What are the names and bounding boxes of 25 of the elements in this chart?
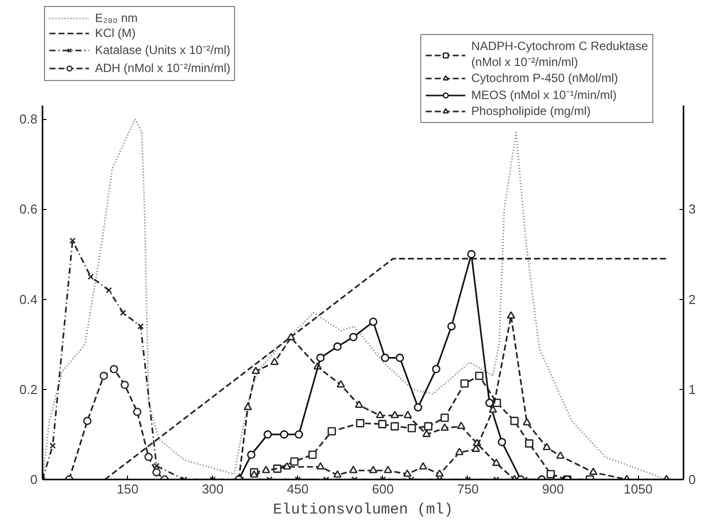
- x-tick-label: 450: [286, 482, 309, 496]
- x-tick-label: 150: [116, 482, 138, 496]
- y2-tick-label: 3: [688, 202, 696, 217]
- legend-label: Cytochrom P-450 (nMol/ml): [471, 71, 618, 85]
- y-tick-label: 0: [30, 472, 38, 487]
- x-axis-title: Elutionsvolumen (ml): [272, 502, 454, 518]
- y2-tick-label: 2: [688, 292, 696, 307]
- y-tick-label: 0.2: [19, 382, 38, 397]
- x-tick-label: 750: [457, 482, 479, 496]
- legend-label: KCl (M): [95, 26, 136, 40]
- legend-label: E₂₈₀ nm: [95, 11, 138, 25]
- y2-tick-label: 1: [688, 382, 696, 397]
- y-tick-label: 0.6: [19, 202, 38, 217]
- legend-label: MEOS (nMol x 10⁻¹/min/ml): [471, 87, 617, 103]
- x-tick-label: 600: [372, 482, 394, 496]
- legend-label: NADPH-Cytochrom C Reduktase (nMol x 10⁻²/min/ml): [471, 39, 648, 70]
- legend-label: Katalase (Units x 10⁻²/ml): [95, 42, 230, 58]
- x-tick-label: 900: [542, 482, 564, 496]
- y2-tick-label: 0: [688, 472, 696, 487]
- legend-label: Phospholipide (mg/ml): [471, 104, 591, 118]
- y-tick-label: 0.4: [19, 292, 38, 307]
- x-tick-label: 1050: [624, 482, 653, 496]
- y-tick-label: 0.8: [19, 112, 38, 127]
- x-tick-label: 300: [202, 482, 224, 496]
- legend-label: ADH (nMol x 10⁻²/min/ml): [95, 60, 230, 76]
